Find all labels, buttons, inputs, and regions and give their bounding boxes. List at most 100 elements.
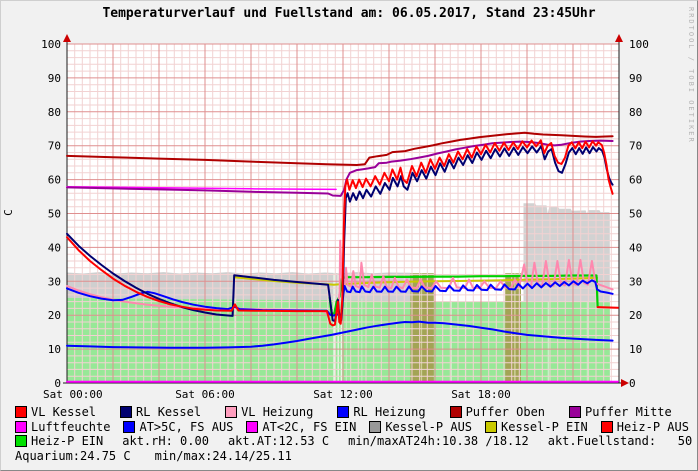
axes [63, 34, 629, 387]
y-tick-label-left: 0 [54, 377, 61, 390]
legend-item-akt-fuellstand-50: akt.Fuellstand: 50 [548, 434, 693, 449]
legend-swatch [337, 406, 350, 419]
x-tick-label: Sat 18:00 [451, 388, 511, 401]
legend-item-at-5c-fs-aus: AT>5C, FS AUS [123, 420, 233, 435]
legend-label: AT<2C, FS EIN [262, 419, 357, 434]
y-tick-label-left: 10 [48, 343, 61, 356]
y-tick-label-left: 30 [48, 275, 61, 288]
heiz-p-aus-line [596, 306, 619, 309]
legend-row: Aquarium:24.75 C min/max:24.14/25.11 [15, 449, 691, 464]
legend-label: Kessel-P AUS [385, 419, 473, 434]
y-tick-label-right: 100 [629, 38, 649, 51]
y-tick-label-left: 80 [48, 106, 61, 119]
y-tick-label-right: 60 [629, 174, 642, 187]
rl-kessel-line [66, 145, 614, 322]
legend-item-heiz-p-ein: Heiz-P EIN [15, 434, 103, 449]
legend-item-kessel-p-aus: Kessel-P AUS [369, 420, 472, 435]
legend-swatch [449, 406, 462, 419]
legend-label: Heiz-P EIN [31, 434, 104, 448]
legend-item-puffer-mitte: Puffer Mitte [569, 405, 672, 420]
y-tick-label-right: 0 [629, 377, 636, 390]
legend-label: RL Heizung [353, 405, 426, 419]
rl-heizung-line [66, 279, 614, 317]
legend-swatch [15, 406, 27, 419]
y-tick-label-left: 100 [41, 38, 61, 51]
state-stripe [340, 273, 343, 383]
legend-swatch [15, 435, 27, 448]
vl-kessel-line [66, 139, 614, 327]
legend-item-akt-at-12-53-c: akt.AT:12.53 C [228, 434, 329, 449]
rrdtool-watermark: RRDTOOL / TOBI OETIKER [687, 7, 695, 144]
state-stripe [514, 273, 516, 383]
y-axis-arrow-left [63, 34, 71, 42]
state-stripe [421, 273, 423, 383]
legend-swatch [369, 420, 382, 433]
y-tick-label-right: 20 [629, 309, 642, 322]
legend-label: akt.rH: 0.00 [122, 434, 209, 448]
legend-swatch [485, 420, 498, 433]
legend-label: Luftfeuchte [31, 419, 111, 434]
legend-item-at-2c-fs-ein: AT<2C, FS EIN [246, 420, 356, 435]
legend-label: VL Heizung [241, 405, 314, 419]
luftfeuchte-alt-line [66, 185, 337, 191]
y-tick-label-right: 70 [629, 140, 642, 153]
legend-item-akt-rh-0-00: akt.rH: 0.00 [122, 434, 209, 449]
x-tick-label: Sat 00:00 [43, 388, 103, 401]
y-tick-label-right: 90 [629, 72, 642, 85]
legend-swatch [15, 420, 27, 433]
state-stripe [234, 298, 236, 384]
legend-swatch [225, 406, 238, 419]
legend-item-min-maxat24h-10-38-18-12: min/maxAT24h:10.38 /18.12 [348, 434, 529, 449]
chart-legend: VL Kessel RL Kessel VL Heizung RL Heizung Pu… [15, 405, 693, 464]
legend-label: RL Kessel [136, 405, 202, 419]
state-stripe [337, 273, 339, 383]
legend-row: Luftfeuchte AT>5C, FS AUS AT<2C, FS EIN Kes… [15, 420, 691, 435]
legend-item-heiz-p-aus: Heiz-P AUS [600, 419, 689, 435]
legend-label: Puffer Oben [465, 405, 546, 419]
legend-label: akt.Fuellstand: 50 [547, 434, 693, 448]
legend-label: VL Kessel [31, 405, 97, 419]
legend-swatch [569, 406, 582, 419]
y-tick-label-left: 40 [48, 241, 61, 254]
x-tick-label: Sat 12:00 [313, 388, 373, 401]
state-stripe [361, 298, 363, 384]
aussentemperatur-line [66, 320, 614, 349]
legend-swatch [600, 420, 613, 433]
chart-series [66, 131, 619, 383]
x-axis-arrow [621, 379, 629, 387]
x-tick-label: Sat 06:00 [175, 388, 235, 401]
y-tick-label-left: 20 [48, 309, 61, 322]
legend-item-kessel-p-ein: Kessel-P EIN [485, 420, 588, 435]
state-stripe [345, 298, 347, 384]
y-tick-label-left: 90 [48, 72, 61, 85]
legend-label: min/max:24.14/25.11 [154, 448, 292, 463]
legend-label: Aquarium:24.75 C [15, 448, 131, 463]
y-tick-label-right: 30 [629, 275, 642, 288]
y-tick-label-right: 80 [629, 106, 642, 119]
legend-item-min-max-24-14-25-11: min/max:24.14/25.11 [155, 449, 292, 464]
legend-row: Heiz-P EIN akt.rH: 0.00 akt.AT:12.53 C min/… [15, 434, 693, 449]
y-tick-label-right: 10 [629, 343, 642, 356]
legend-label: Heiz-P AUS [616, 419, 689, 434]
legend-swatch [246, 420, 259, 433]
chart-title: Temperaturverlauf und Fuellstand am: 06.… [102, 6, 596, 21]
y-tick-label-right: 50 [629, 208, 642, 221]
legend-item-vl-kessel: VL Kessel [15, 405, 96, 420]
legend-label: Puffer Mitte [585, 405, 672, 419]
legend-item-luftfeuchte: Luftfeuchte [15, 420, 110, 435]
legend-swatch [120, 406, 133, 419]
legend-item-aquarium-24-75-c: Aquarium:24.75 C [15, 449, 131, 464]
legend-label: Kessel-P EIN [501, 419, 588, 434]
legend-item-rl-heizung: RL Heizung [337, 405, 426, 420]
legend-row: VL Kessel RL Kessel VL Heizung RL Heizung Pu… [15, 405, 691, 420]
y-tick-label-right: 40 [629, 241, 642, 254]
legend-label: akt.AT:12.53 C [227, 434, 330, 448]
legend-item-puffer-oben: Puffer Oben [449, 405, 546, 420]
puffer-oben-line [66, 131, 614, 166]
legend-swatch [123, 420, 136, 433]
y-tick-label-left: 70 [48, 140, 61, 153]
legend-label: min/maxAT24h:10.38 /18.12 [348, 434, 529, 448]
state-stripe [333, 273, 336, 383]
